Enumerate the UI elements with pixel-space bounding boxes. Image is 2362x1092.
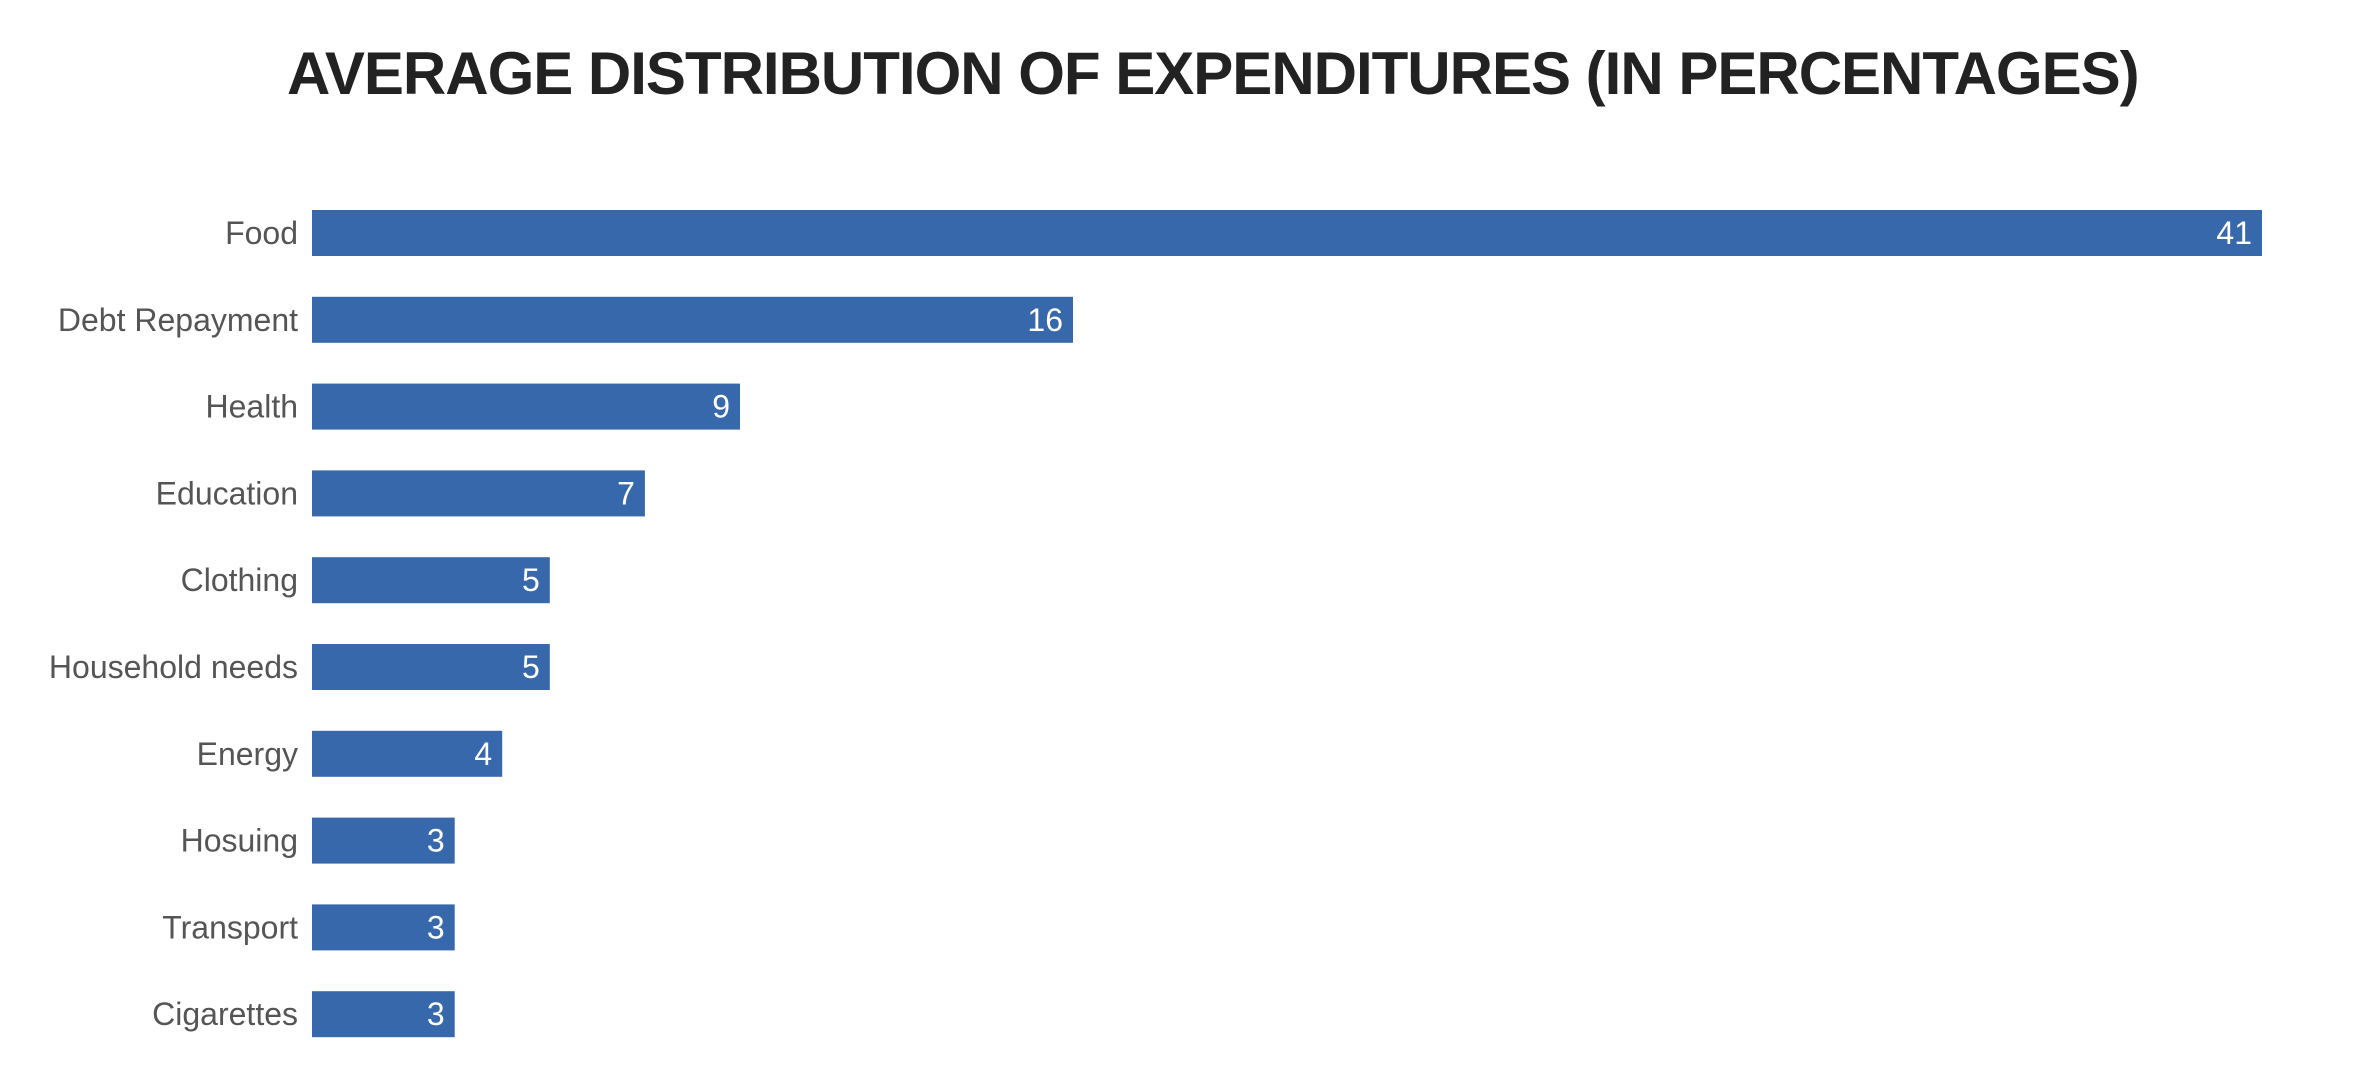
bars-group: Food 41 Debt Repayment 16 Health 9 Education 7 C… (49, 210, 2262, 1038)
bar-transport (312, 904, 455, 951)
bar-energy (312, 730, 503, 777)
value-label: 4 (474, 736, 492, 772)
category-label: Clothing (181, 562, 298, 598)
category-label: Hosuing (181, 823, 298, 859)
chart-title: AVERAGE DISTRIBUTION OF EXPENDITURES (IN… (287, 40, 2140, 107)
category-label: Education (156, 475, 298, 511)
value-label: 5 (522, 649, 540, 685)
bar-clothing (312, 557, 550, 604)
value-label: 9 (712, 389, 730, 425)
bar-cigarettes (312, 991, 455, 1038)
bar-food (312, 210, 2262, 256)
value-label: 3 (427, 909, 445, 945)
bar-debt-repayment (312, 296, 1073, 343)
category-label: Debt Repayment (58, 302, 298, 338)
category-label: Energy (197, 736, 298, 772)
value-label: 16 (1027, 302, 1063, 338)
bar-health (312, 383, 740, 430)
category-label: Food (225, 215, 298, 251)
bar-hosuing (312, 817, 455, 864)
value-label: 7 (617, 475, 635, 511)
value-label: 3 (427, 996, 445, 1032)
bar-education (312, 470, 645, 517)
value-label: 5 (522, 562, 540, 598)
bar-household-needs (312, 644, 550, 690)
value-label: 41 (2216, 215, 2252, 251)
category-label: Transport (162, 909, 298, 945)
value-label: 3 (427, 823, 445, 859)
category-label: Household needs (49, 649, 298, 685)
category-label: Health (206, 389, 299, 425)
category-label: Cigarettes (152, 996, 298, 1032)
